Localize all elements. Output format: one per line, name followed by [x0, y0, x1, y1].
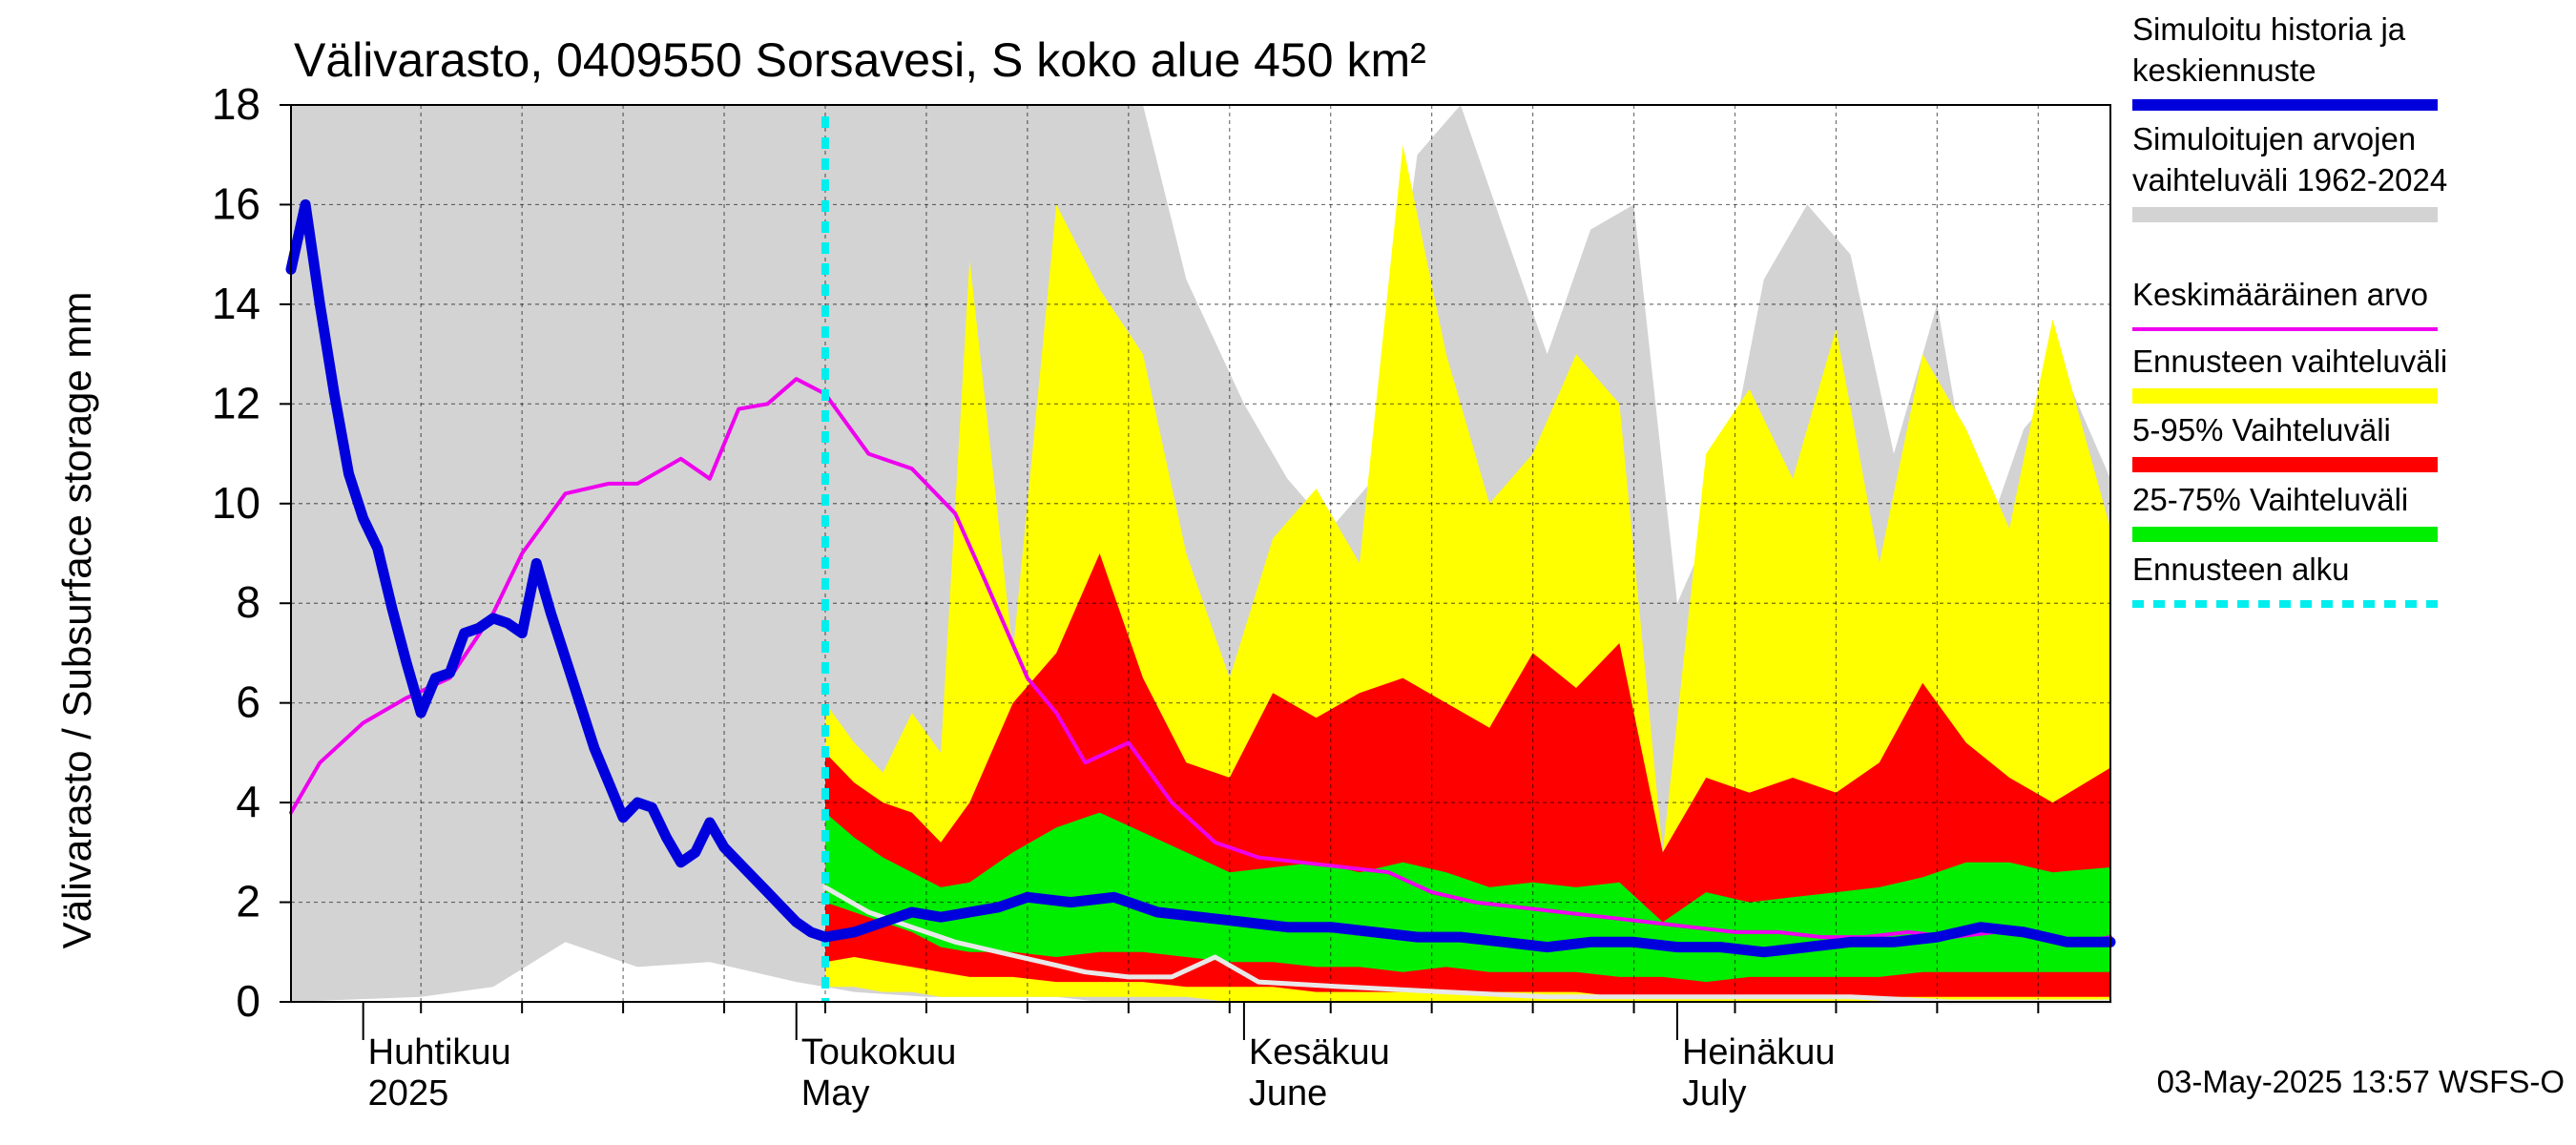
p25-75-range-area — [825, 812, 2110, 983]
legend-label: keskiennuste — [2132, 52, 2316, 88]
series-lines — [285, 116, 2116, 1005]
y-tick-label: 14 — [212, 279, 260, 328]
legend-swatch — [2132, 388, 2438, 404]
y-tick-label: 12 — [212, 378, 260, 427]
y-tick-label: 0 — [236, 976, 260, 1026]
y-axis-label: Välivarasto / Subsurface storage mm — [54, 292, 99, 949]
grid-lines — [291, 105, 2110, 1002]
footer-timestamp: 03-May-2025 13:57 WSFS-O — [2157, 1064, 2565, 1099]
legend-swatch — [2132, 207, 2438, 222]
y-tick-label: 16 — [212, 178, 260, 228]
y-tick-label: 8 — [236, 577, 260, 627]
range-areas — [291, 105, 2110, 1003]
x-month-sublabel: 2025 — [368, 1073, 449, 1114]
y-tick-label: 4 — [236, 777, 260, 826]
x-month-label: Kesäkuu — [1249, 1032, 1390, 1072]
y-tick-label: 10 — [212, 478, 260, 528]
legend-label: Keskimääräinen arvo — [2132, 277, 2428, 312]
legend-swatch — [2132, 527, 2438, 542]
legend-label: vaihteluväli 1962-2024 — [2132, 162, 2447, 198]
plot-frame — [290, 104, 2111, 1003]
y-tick-label: 6 — [236, 677, 260, 727]
legend-label: Simuloitujen arvojen — [2132, 121, 2416, 156]
legend-label: Simuloitu historia ja — [2132, 11, 2406, 47]
x-month-label: Toukokuu — [801, 1032, 957, 1072]
legend-label: 25-75% Vaihteluväli — [2132, 482, 2408, 517]
x-month-sublabel: May — [801, 1073, 870, 1114]
legend: Simuloitu historia ja keskiennuste Simuloi… — [2132, 11, 2447, 608]
x-month-sublabel: June — [1249, 1073, 1327, 1114]
y-tick-label: 18 — [212, 79, 260, 129]
history-line — [285, 198, 2116, 958]
x-month-label: Huhtikuu — [368, 1032, 511, 1072]
chart-title: Välivarasto, 0409550 Sorsavesi, S koko a… — [294, 33, 1426, 87]
legend-swatch — [2132, 457, 2438, 472]
x-month-label: Heinäkuu — [1682, 1032, 1836, 1072]
y-tick-label: 2 — [236, 877, 260, 926]
x-month-sublabel: July — [1682, 1073, 1747, 1114]
white-line — [822, 885, 2113, 1005]
simulated-range-area — [291, 105, 2110, 1002]
mean-line — [289, 377, 2112, 945]
legend-label: 5-95% Vaihteluväli — [2132, 412, 2391, 448]
legend-label: Ennusteen vaihteluväli — [2132, 344, 2447, 379]
legend-label: Ennusteen alku — [2132, 552, 2350, 587]
